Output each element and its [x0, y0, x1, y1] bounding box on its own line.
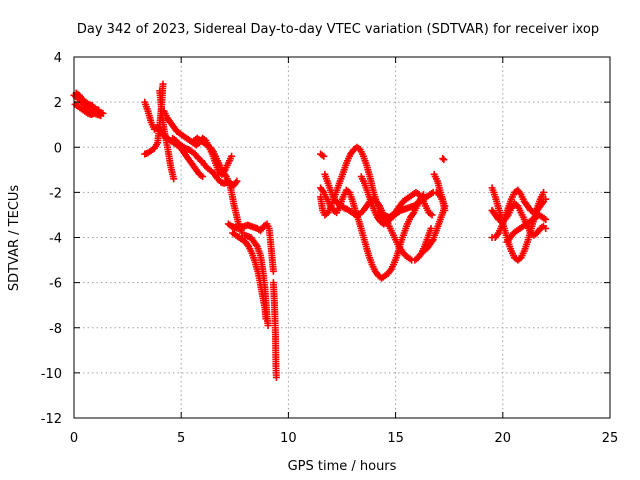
data-point-marker — [318, 151, 326, 159]
data-point-marker — [542, 224, 550, 232]
y-tick-label: -2 — [49, 186, 62, 201]
data-point-marker — [159, 80, 167, 88]
x-tick-label: 15 — [387, 431, 404, 446]
data-point-marker — [170, 175, 178, 183]
y-tick-label: -12 — [41, 412, 62, 427]
x-tick-label: 10 — [280, 431, 297, 446]
data-point-marker — [233, 177, 241, 185]
chart-title: Day 342 of 2023, Sidereal Day-to-day VTE… — [77, 22, 599, 37]
data-point-marker — [228, 152, 236, 160]
y-tick-label: -4 — [49, 232, 62, 247]
data-point-marker — [95, 106, 103, 114]
data-point-marker — [272, 373, 280, 381]
data-point-marker — [440, 156, 448, 164]
data-point-marker — [516, 189, 524, 197]
data-point-marker — [232, 179, 240, 187]
x-tick-label: 20 — [495, 431, 512, 446]
y-axis-label: SDTVAR / TECUs — [7, 185, 22, 292]
data-point-marker — [416, 251, 424, 259]
data-point-marker — [221, 171, 229, 179]
data-point-marker — [428, 237, 436, 245]
data-point-marker — [386, 267, 394, 275]
data-point-marker — [319, 187, 327, 195]
y-tick-label: 0 — [54, 141, 62, 156]
data-point-marker — [542, 215, 550, 223]
data-point-marker — [269, 267, 277, 275]
data-point-marker — [208, 146, 216, 154]
y-tick-labels: -12 -10 -8 -6 -4 -2 0 2 4 — [41, 51, 62, 427]
data-point-marker — [264, 321, 272, 329]
data-point-marker — [374, 200, 382, 208]
y-tick-label: -10 — [41, 367, 62, 382]
data-point-marker — [428, 211, 436, 219]
data-point-marker — [262, 315, 270, 323]
x-tick-label: 0 — [70, 431, 78, 446]
data-markers — [70, 80, 550, 381]
x-tick-label: 25 — [602, 431, 619, 446]
data-point-marker — [440, 200, 448, 208]
data-point-marker — [540, 188, 548, 196]
x-axis-label: GPS time / hours — [288, 459, 397, 474]
y-tick-label: 2 — [54, 96, 62, 111]
data-point-marker — [493, 230, 501, 238]
data-point-marker — [439, 155, 447, 163]
plot-frame — [73, 56, 611, 419]
data-point-marker — [320, 152, 328, 160]
data-point-marker — [542, 195, 550, 203]
data-point-marker — [252, 241, 260, 249]
data-point-marker — [427, 224, 435, 232]
y-tick-label: 4 — [54, 51, 62, 66]
data-point-marker — [199, 173, 207, 181]
data-point-marker — [409, 210, 417, 218]
data-point-marker — [244, 241, 252, 249]
x-tick-label: 5 — [177, 431, 185, 446]
y-tick-label: -8 — [49, 322, 62, 337]
x-tick-labels: 0 5 10 15 20 25 — [70, 431, 618, 446]
data-point-marker — [97, 112, 105, 120]
y-tick-label: -6 — [49, 277, 62, 292]
data-point-marker — [538, 199, 546, 207]
